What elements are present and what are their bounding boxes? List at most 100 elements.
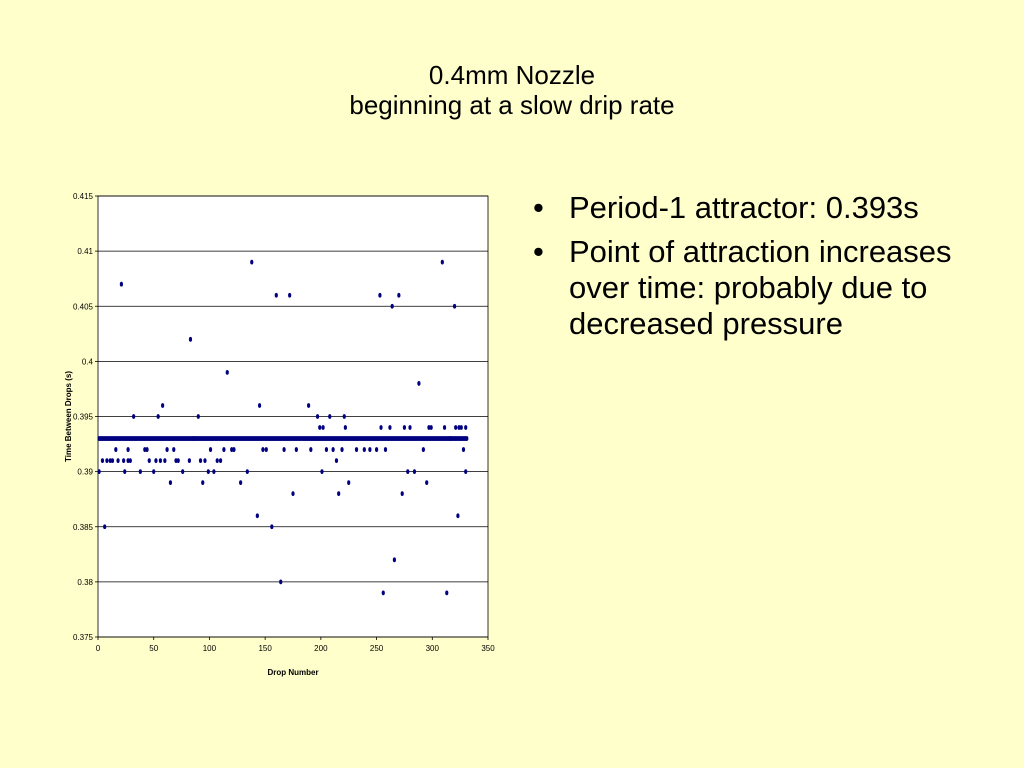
data-point <box>427 425 431 430</box>
data-point <box>390 303 394 309</box>
slide-title-line1: 0.4mm Nozzle <box>428 60 596 90</box>
data-point <box>442 425 447 430</box>
data-point <box>459 425 463 430</box>
data-point <box>368 447 372 452</box>
bullet-list: • Period-1 attractor: 0.393s • Point of … <box>533 190 993 350</box>
data-point <box>383 447 388 452</box>
data-point <box>126 458 130 463</box>
data-point <box>381 590 385 596</box>
data-point <box>343 425 347 430</box>
data-point <box>108 458 112 463</box>
scatter-chart: 0.375 0.38 0.385 0.39 0.395 0.4 0.405 0.41 0.415… <box>64 192 495 677</box>
data-point <box>257 403 262 408</box>
data-point <box>250 259 254 265</box>
data-point <box>342 414 346 419</box>
data-point <box>465 436 469 441</box>
y-tick-label: 0.395 <box>73 413 94 422</box>
data-point <box>320 469 324 475</box>
y-tick-label: 0.415 <box>73 192 94 201</box>
data-point <box>181 469 185 475</box>
data-point <box>201 480 205 486</box>
data-point <box>318 425 322 430</box>
data-point <box>406 469 410 475</box>
x-tick-label: 100 <box>203 644 217 653</box>
data-point <box>340 447 344 452</box>
data-point <box>147 458 151 463</box>
data-point <box>400 491 404 497</box>
data-point <box>215 458 219 463</box>
bullet-item: • Period-1 attractor: 0.393s <box>533 190 993 226</box>
data-point <box>103 524 107 530</box>
data-point <box>203 458 207 463</box>
data-point <box>208 447 213 452</box>
data-point <box>198 458 203 463</box>
y-tick-label: 0.405 <box>73 302 94 311</box>
data-point <box>119 281 123 287</box>
bullet-dot-icon: • <box>533 190 544 225</box>
data-point <box>261 447 265 452</box>
data-point <box>429 425 433 430</box>
bullet-item: • Point of attraction increases over tim… <box>533 234 993 342</box>
data-point <box>309 447 313 452</box>
data-point <box>168 480 173 486</box>
data-point <box>158 458 162 463</box>
data-point <box>307 403 311 408</box>
data-point <box>161 403 165 408</box>
x-tick-label: 350 <box>481 644 495 653</box>
data-point <box>456 513 460 519</box>
x-tick-label: 50 <box>149 644 158 653</box>
x-tick-label: 150 <box>258 644 272 653</box>
y-tick-label: 0.39 <box>77 468 93 477</box>
data-point <box>163 458 167 463</box>
bullet-text: Point of attraction increases over time:… <box>569 234 952 341</box>
data-point <box>176 458 180 463</box>
data-point <box>294 447 298 452</box>
data-point <box>172 447 176 452</box>
data-point <box>417 381 421 386</box>
data-point <box>288 292 292 298</box>
data-point <box>464 425 468 430</box>
y-tick-label: 0.4 <box>82 357 94 366</box>
data-point <box>397 292 401 298</box>
data-point <box>362 447 366 452</box>
data-point <box>328 414 332 419</box>
data-point <box>324 447 329 452</box>
data-point <box>105 458 109 463</box>
bullet-text: Period-1 attractor: 0.393s <box>569 190 919 225</box>
data-point <box>225 370 229 375</box>
y-tick-label: 0.41 <box>77 247 93 256</box>
data-point <box>232 447 236 452</box>
data-point <box>421 447 425 452</box>
data-point <box>264 447 268 452</box>
data-point <box>354 447 359 452</box>
data-point <box>100 458 105 463</box>
data-point <box>291 491 295 497</box>
data-point <box>114 447 118 452</box>
data-point <box>174 458 178 463</box>
data-point <box>379 425 383 430</box>
bullet-dot-icon: • <box>533 234 544 269</box>
data-point <box>448 436 452 441</box>
data-point <box>245 469 249 475</box>
data-point <box>152 469 156 475</box>
data-point <box>156 414 160 419</box>
data-point <box>425 480 429 486</box>
data-point <box>392 557 396 563</box>
data-point <box>378 292 382 298</box>
data-point <box>464 469 468 475</box>
data-point <box>145 447 149 452</box>
data-point <box>123 469 127 475</box>
slide-title-line2: beginning at a slow drip rate <box>349 90 675 120</box>
data-point <box>334 458 339 463</box>
data-point <box>110 458 115 463</box>
y-tick-label: 0.375 <box>73 633 94 642</box>
y-tick-label: 0.38 <box>77 578 93 587</box>
data-point <box>218 458 223 463</box>
data-point <box>192 436 196 441</box>
data-point <box>315 414 320 419</box>
data-point <box>457 425 461 430</box>
data-point <box>187 458 191 463</box>
x-axis-title: Drop Number <box>267 668 318 677</box>
data-point <box>337 491 341 497</box>
data-point <box>128 458 132 463</box>
